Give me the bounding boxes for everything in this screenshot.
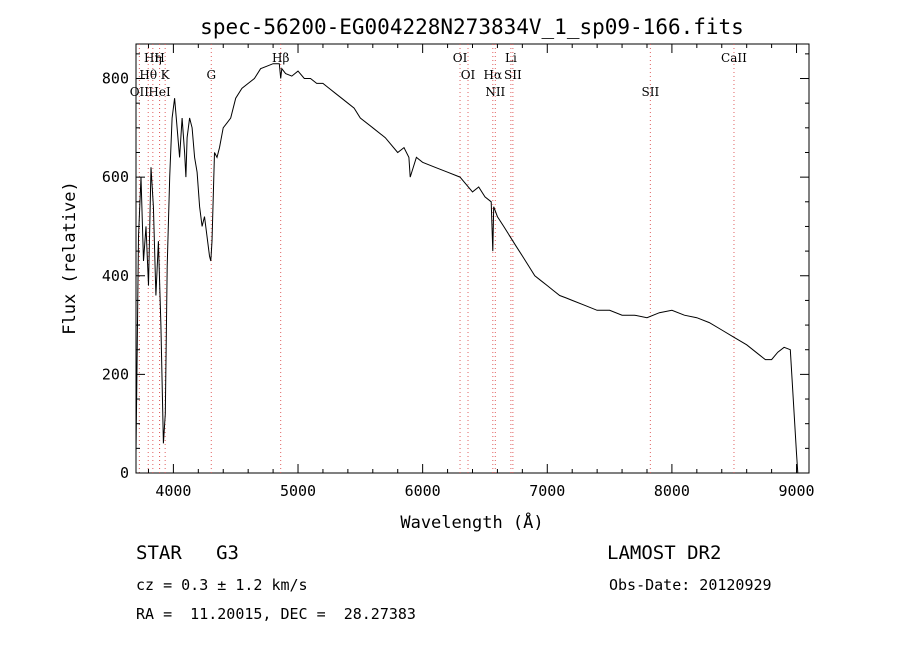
- line-marker-label: HeI: [148, 85, 171, 99]
- line-marker-label: SII: [504, 68, 522, 82]
- coords-label: RA = 11.20015, DEC = 28.27383: [136, 605, 416, 623]
- line-marker-label: SII: [641, 85, 659, 99]
- x-tick-label: 4000: [155, 482, 191, 500]
- y-tick-label: 400: [102, 267, 129, 285]
- line-marker-label: H: [154, 51, 164, 65]
- obs-date-label: Obs-Date: 20120929: [609, 576, 772, 594]
- line-marker-label: K: [161, 68, 171, 82]
- y-axis-ticks: 0 200 400 600 800: [102, 53, 809, 482]
- y-tick-label: 0: [120, 464, 129, 482]
- x-tick-label: 9000: [778, 482, 814, 500]
- line-marker-label: G: [206, 68, 216, 82]
- x-tick-label: 7000: [529, 482, 565, 500]
- line-marker-label: Hη: [144, 51, 162, 65]
- line-marker-label: CaII: [721, 51, 747, 65]
- chart-title: spec-56200-EG004228N273834V_1_sp09-166.f…: [200, 15, 744, 39]
- survey-label: LAMOST DR2: [607, 542, 722, 564]
- x-tick-label: 5000: [280, 482, 316, 500]
- line-marker-label: Hβ: [272, 51, 289, 65]
- spectrum-series: [135, 63, 799, 474]
- line-marker-label: NII: [485, 85, 505, 99]
- line-marker-label: OI: [461, 68, 476, 82]
- x-tick-label: 6000: [405, 482, 441, 500]
- y-axis-label: Flux (relative): [60, 181, 80, 335]
- y-tick-label: 200: [102, 365, 129, 383]
- line-marker-label: OII: [130, 85, 150, 99]
- x-axis-label: Wavelength (Å): [400, 511, 543, 533]
- cz-label: cz = 0.3 ± 1.2 km/s: [136, 576, 308, 594]
- x-tick-label: 8000: [654, 482, 690, 500]
- line-marker-label: Hα: [484, 68, 503, 82]
- line-marker-label: Li: [505, 51, 517, 65]
- y-tick-label: 800: [102, 70, 129, 88]
- line-marker-label: Hθ: [139, 68, 157, 82]
- line-marker-label: OI: [453, 51, 468, 65]
- x-axis-ticks: 4000 5000 6000 7000 8000 9000: [147, 44, 815, 500]
- y-tick-label: 600: [102, 168, 129, 186]
- spectral-line-markers: HηH Hθ K OII HeI G Hβ OI OI Hα NII Li SII SII CaII: [130, 44, 747, 473]
- spectrum-line: [135, 63, 799, 474]
- plot-frame: [135, 43, 810, 474]
- object-type-label: STAR G3: [136, 542, 239, 564]
